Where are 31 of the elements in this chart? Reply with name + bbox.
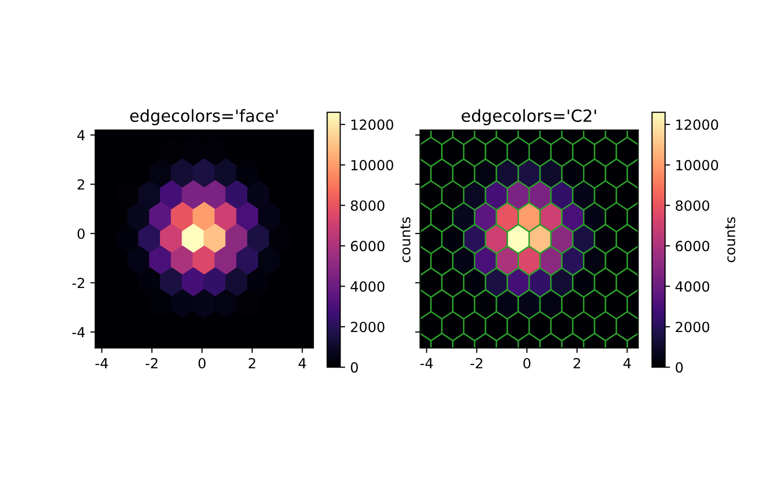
x-tick-label: 0 — [523, 358, 530, 368]
y-tick-label: -2 — [72, 278, 84, 288]
chart-title: edgecolors='C2' — [462, 109, 596, 126]
x-tick-label: 2 — [574, 358, 580, 368]
x-tick-label: 0 — [198, 358, 206, 368]
color-bar-label: 2000 — [350, 322, 384, 332]
y-tick-label: 2 — [78, 179, 84, 190]
y-tick-label: -4 — [72, 327, 85, 338]
x-tick-label: -4 — [96, 358, 108, 368]
color-bar-label: 6000 — [350, 240, 384, 252]
color-bar-label: 12000 — [351, 119, 394, 130]
color-bar-label: 10000 — [351, 160, 394, 170]
chart-title: edgecolors='face' — [130, 109, 278, 126]
color-bar-label: 8000 — [676, 200, 710, 211]
x-tick-label: -2 — [470, 358, 482, 368]
color-bar-label: 2000 — [676, 322, 710, 332]
color-bar-label: 4000 — [350, 281, 384, 292]
y-tick-label: 0 — [78, 228, 85, 239]
x-tick-label: 4 — [298, 358, 306, 368]
x-tick-label: 4 — [623, 358, 631, 368]
color-bar-label: 8000 — [350, 200, 384, 211]
y-tick-label: 4 — [77, 130, 85, 140]
x-tick-label: 2 — [248, 358, 256, 368]
color-bar-label: 4000 — [675, 281, 710, 292]
color-bar-label: 12000 — [676, 119, 718, 130]
color-bar-label: 10000 — [676, 160, 718, 170]
x-tick-label: -4 — [420, 358, 433, 368]
color-bar-title: counts — [400, 217, 410, 262]
x-tick-label: -2 — [146, 358, 158, 368]
color-bar-label: 6000 — [676, 240, 710, 252]
color-bar-title: counts — [725, 217, 736, 262]
